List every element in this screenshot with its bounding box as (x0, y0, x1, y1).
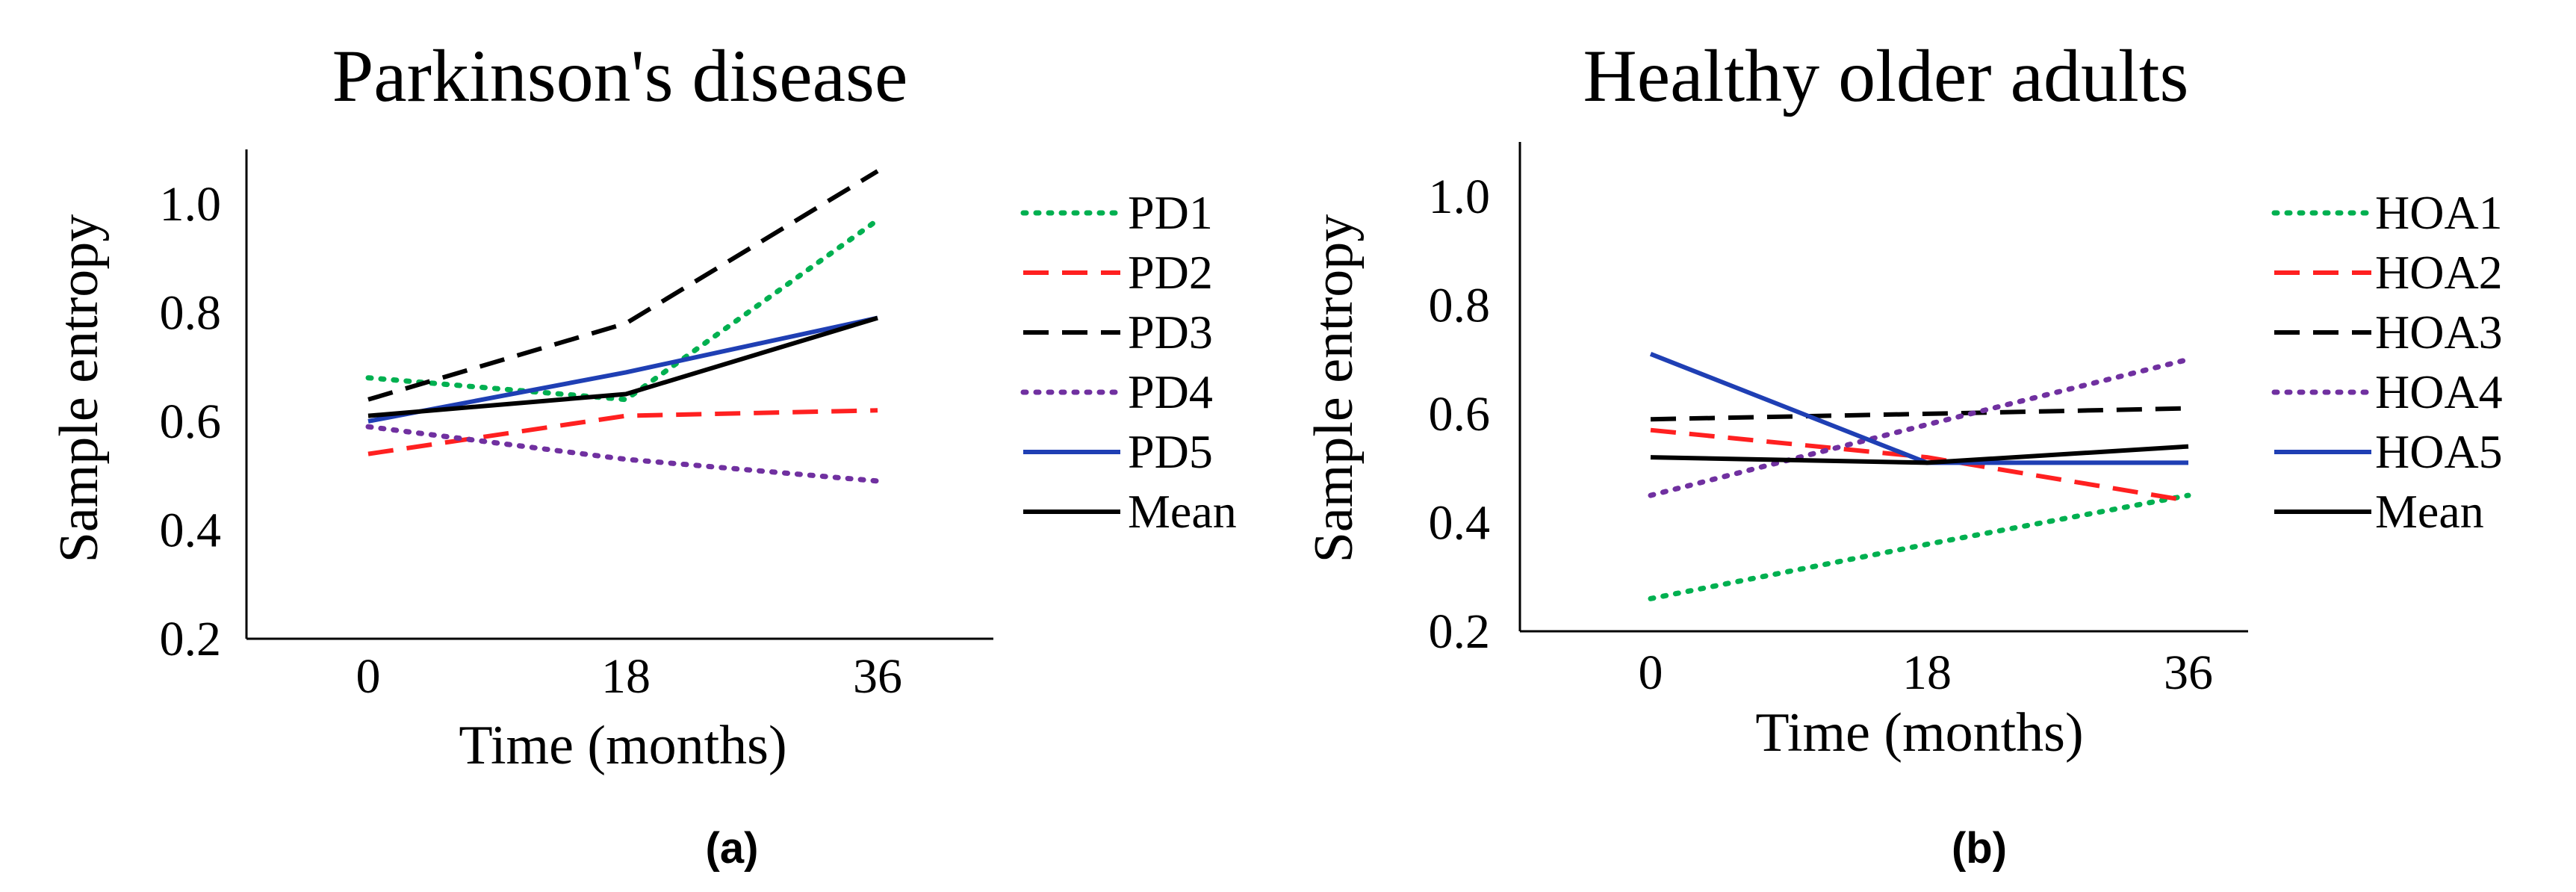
x-axis-label: Time (months) (459, 715, 786, 776)
x-tick-label: 18 (1902, 645, 1952, 700)
x-tick-label: 0 (1639, 645, 1663, 700)
y-axis-label: Sample entropy (49, 214, 110, 563)
y-tick-label: 0.2 (160, 612, 222, 666)
legend-label-pd2: PD2 (1128, 246, 1213, 299)
legend-label-pd5: PD5 (1128, 425, 1213, 478)
legend: HOA1 HOA2 HOA3 HOA4 HOA5 Mean (2271, 186, 2503, 538)
x-axis-label: Time (months) (1755, 702, 2083, 764)
series-line-mean (367, 315, 878, 418)
y-tick-label: 0.4 (160, 503, 222, 557)
x-tick-label: 18 (601, 649, 651, 704)
series-line-pd5 (367, 315, 878, 424)
y-axis-label: Sample entropy (1303, 214, 1365, 563)
y-tick-label: 0.6 (1429, 387, 1491, 442)
chart-panel-2: Healthy older adults 0.2 0.4 0.6 0.8 1.0 0 18 36… (1303, 34, 2503, 764)
x-tick-label: 0 (356, 649, 381, 704)
legend-label-mean: Mean (1128, 485, 1237, 538)
y-tick-label: 0.8 (1429, 278, 1491, 332)
legend-label-hoa1: HOA1 (2375, 186, 2503, 239)
series-line-mean (1650, 444, 2189, 465)
chart-title: Parkinson's disease (332, 34, 908, 117)
legend-label-pd4: PD4 (1128, 365, 1213, 418)
legend-label-hoa4: HOA4 (2375, 365, 2503, 418)
series-line-pd1 (365, 217, 881, 403)
legend-label-hoa2: HOA2 (2375, 246, 2503, 299)
series-line-pd3 (367, 169, 879, 402)
y-tick-label: 0.4 (1429, 495, 1491, 550)
legend: PD1 PD2 PD3 PD4 PD5 Mean (1020, 186, 1237, 538)
series-line-pd4 (365, 424, 881, 484)
series-line-pd2 (367, 408, 878, 456)
panel-caption: (b) (1952, 824, 2007, 873)
series-line-hoa1 (1648, 492, 2191, 601)
legend-label-mean: Mean (2375, 485, 2484, 538)
y-tick-label: 0.6 (160, 394, 222, 449)
series-line-hoa5 (1649, 352, 2188, 465)
chart-title: Healthy older adults (1583, 34, 2189, 117)
y-tick-label: 1.0 (160, 177, 222, 232)
series-line-hoa4 (1648, 356, 2191, 498)
legend-label-pd1: PD1 (1128, 186, 1213, 239)
x-tick-label: 36 (853, 649, 902, 704)
legend-label-hoa3: HOA3 (2375, 306, 2503, 359)
panel-caption: (a) (706, 824, 759, 873)
y-tick-label: 0.2 (1429, 604, 1491, 659)
series-line-hoa3 (1650, 406, 2189, 422)
legend-label-hoa5: HOA5 (2375, 425, 2503, 478)
chart-panel-1: Parkinson's disease 0.2 0.4 0.6 0.8 1.0 0 18 36 T… (49, 34, 1237, 776)
series-line-hoa2 (1650, 427, 2189, 504)
legend-label-pd3: PD3 (1128, 306, 1213, 359)
y-tick-label: 0.8 (160, 285, 222, 340)
x-tick-label: 36 (2164, 645, 2213, 700)
y-tick-label: 1.0 (1429, 170, 1491, 224)
